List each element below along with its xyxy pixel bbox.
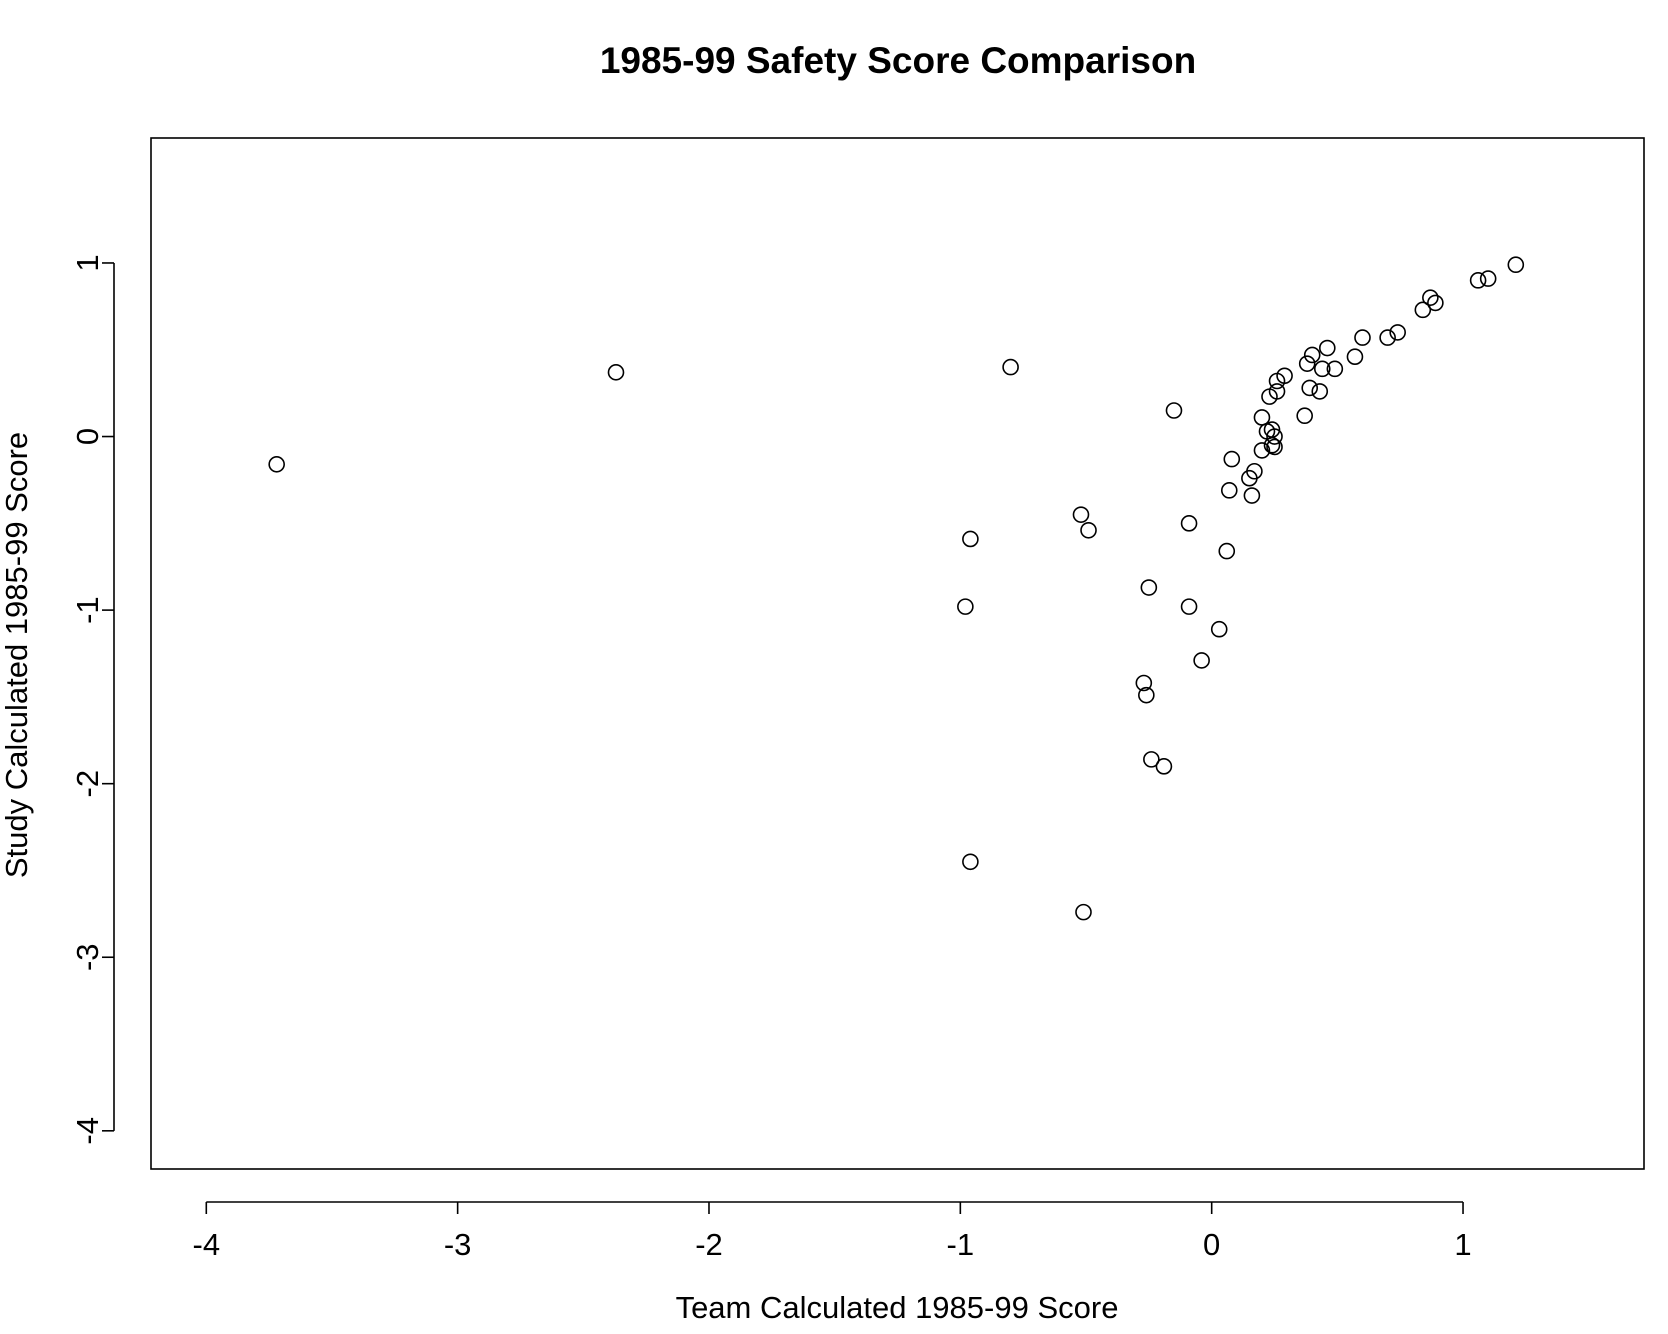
- data-point: [268, 456, 285, 473]
- data-point: [1080, 521, 1097, 539]
- data-point: [1253, 442, 1271, 459]
- data-point: [962, 853, 979, 871]
- data-point: [1075, 903, 1092, 921]
- data-point: [1135, 674, 1153, 692]
- data-point: [1266, 428, 1283, 445]
- y-tick-label: -2: [70, 770, 105, 798]
- data-point: [957, 598, 974, 615]
- data-point: [1072, 506, 1090, 523]
- x-tick-label: -3: [444, 1227, 472, 1262]
- data-point: [1414, 301, 1432, 319]
- data-point: [1319, 339, 1336, 357]
- data-point: [1243, 487, 1261, 504]
- data-point: [1313, 360, 1331, 378]
- data-point: [607, 364, 625, 381]
- y-axis-label: Study Calculated 1985-99 Score: [0, 432, 34, 878]
- data-point: [1253, 409, 1271, 426]
- x-tick-label: -4: [193, 1227, 221, 1262]
- data-point: [1354, 329, 1371, 346]
- data-points: [268, 256, 1525, 921]
- data-point: [1266, 438, 1283, 456]
- x-axis: -4 -3 -2 -1 0 1: [193, 1201, 1472, 1262]
- data-point: [1507, 256, 1525, 274]
- data-point: [1002, 358, 1019, 376]
- data-point: [1346, 348, 1364, 365]
- data-point: [1298, 355, 1316, 372]
- x-axis-label: Team Calculated 1985-99 Score: [676, 1290, 1119, 1325]
- data-point: [1427, 294, 1444, 312]
- data-point: [1422, 289, 1439, 306]
- data-point: [1180, 598, 1198, 615]
- data-point: [1263, 436, 1281, 454]
- x-tick-label: 0: [1203, 1227, 1220, 1262]
- x-tick-label: -2: [695, 1227, 723, 1262]
- data-point: [1469, 272, 1487, 289]
- y-tick-label: -1: [70, 596, 105, 624]
- y-tick-label: 0: [70, 428, 105, 445]
- data-point: [1379, 329, 1396, 346]
- data-point: [1220, 482, 1238, 499]
- data-point: [1218, 542, 1236, 560]
- data-point: [1276, 367, 1293, 385]
- data-point: [1479, 270, 1497, 287]
- data-point: [1301, 379, 1319, 397]
- data-point: [1326, 360, 1344, 378]
- data-point: [1155, 758, 1173, 775]
- y-tick-label: -4: [70, 1117, 105, 1145]
- y-axis: -4 -3 -2 -1 0 1: [70, 254, 115, 1145]
- data-point: [1138, 686, 1155, 704]
- data-point: [1140, 579, 1158, 596]
- chart-title: 1985-99 Safety Score Comparison: [600, 40, 1196, 81]
- plot-frame: [150, 137, 1645, 1170]
- data-point: [962, 530, 979, 548]
- y-tick-label: -3: [70, 943, 105, 971]
- data-point: [1389, 324, 1406, 341]
- data-point: [1210, 620, 1228, 638]
- data-point: [1193, 652, 1210, 669]
- data-point: [1303, 346, 1321, 364]
- data-point: [1268, 383, 1286, 400]
- x-tick-label: -1: [947, 1227, 975, 1262]
- data-point: [1296, 407, 1313, 425]
- x-tick-label: 1: [1454, 1227, 1471, 1262]
- data-point: [1180, 515, 1198, 532]
- data-point: [1165, 402, 1183, 419]
- data-point: [1143, 751, 1160, 768]
- data-point: [1246, 462, 1263, 480]
- y-tick-label: 1: [70, 254, 105, 271]
- data-point: [1311, 383, 1329, 400]
- data-point: [1223, 450, 1241, 468]
